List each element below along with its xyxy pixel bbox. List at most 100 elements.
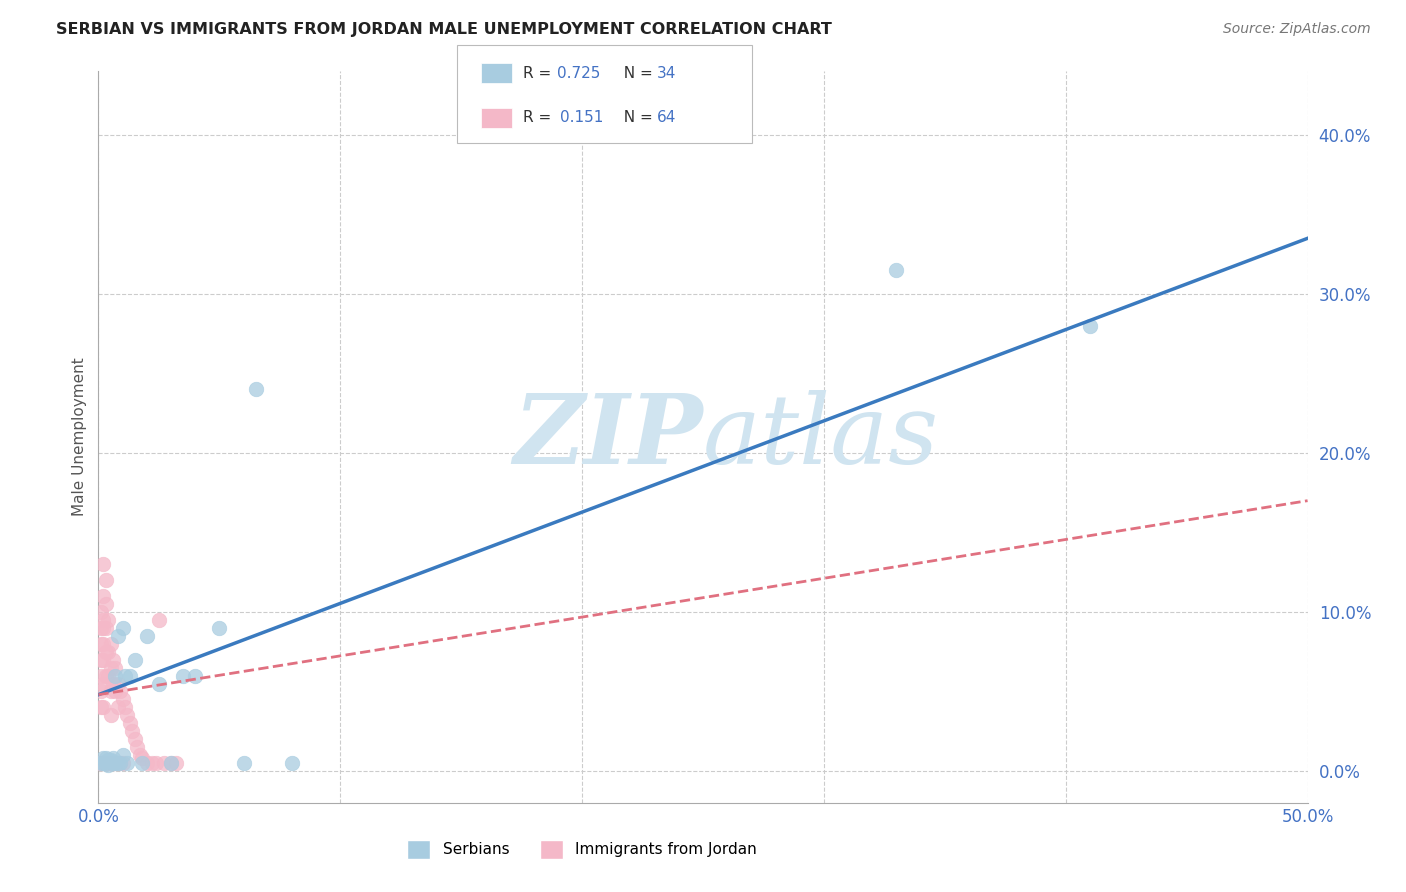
Point [101, 676, 124, 690]
Point [117, 708, 139, 723]
Point [104, 756, 127, 770]
Point [91, 676, 114, 690]
Point [165, 756, 187, 770]
Point [281, 756, 304, 770]
Point [107, 756, 129, 770]
Point [111, 621, 134, 635]
Point [91, 589, 114, 603]
Point [100, 684, 122, 698]
Point [107, 676, 129, 690]
Point [118, 716, 141, 731]
Point [104, 684, 127, 698]
Point [90, 653, 112, 667]
Point [94, 597, 117, 611]
Point [91, 653, 114, 667]
Point [108, 684, 131, 698]
Point [160, 756, 183, 770]
Point [94, 756, 117, 770]
Point [97, 756, 120, 770]
Point [90, 756, 112, 770]
Point [94, 751, 117, 765]
Point [94, 668, 117, 682]
Point [97, 613, 120, 627]
Text: R =: R = [523, 66, 557, 80]
Text: ZIP: ZIP [513, 390, 703, 484]
Point [121, 724, 143, 739]
Point [232, 756, 254, 770]
Point [108, 756, 131, 770]
Y-axis label: Male Unemployment: Male Unemployment [72, 358, 87, 516]
Point [148, 676, 170, 690]
Point [172, 668, 194, 682]
Point [101, 751, 124, 765]
Point [107, 629, 129, 643]
Point [135, 756, 157, 770]
Point [1078, 318, 1101, 333]
Point [91, 756, 114, 770]
Point [97, 645, 120, 659]
Point [94, 756, 117, 770]
Point [124, 653, 146, 667]
Text: 0.151: 0.151 [560, 111, 603, 125]
Text: N =: N = [614, 66, 658, 80]
Text: R =: R = [523, 111, 561, 125]
Text: SERBIAN VS IMMIGRANTS FROM JORDAN MALE UNEMPLOYMENT CORRELATION CHART: SERBIAN VS IMMIGRANTS FROM JORDAN MALE U… [56, 22, 832, 37]
Point [97, 757, 120, 772]
Point [114, 700, 136, 714]
Point [97, 756, 120, 770]
Point [886, 263, 908, 277]
Text: 0.725: 0.725 [557, 66, 600, 80]
Point [91, 751, 114, 765]
Point [111, 756, 134, 770]
Text: N =: N = [614, 111, 658, 125]
Point [100, 637, 122, 651]
Point [101, 756, 124, 770]
Point [131, 751, 153, 765]
Point [100, 660, 122, 674]
Point [94, 645, 117, 659]
Point [111, 748, 134, 763]
Point [89, 756, 111, 770]
Point [107, 700, 129, 714]
Point [97, 753, 120, 767]
Point [100, 755, 122, 769]
Point [108, 756, 131, 770]
Point [184, 668, 207, 682]
Point [245, 383, 267, 397]
Point [90, 637, 112, 651]
Point [128, 748, 150, 763]
Point [90, 605, 112, 619]
Point [208, 621, 231, 635]
Point [104, 660, 127, 674]
Point [127, 740, 149, 755]
Text: 34: 34 [657, 66, 676, 80]
Point [91, 756, 114, 770]
Point [114, 668, 136, 682]
Point [90, 756, 112, 770]
Point [152, 756, 174, 770]
Point [90, 621, 112, 635]
Point [91, 613, 114, 627]
Point [135, 629, 157, 643]
Legend: Serbians, Immigrants from Jordan: Serbians, Immigrants from Jordan [401, 834, 763, 864]
Text: atlas: atlas [703, 390, 939, 484]
Text: Source: ZipAtlas.com: Source: ZipAtlas.com [1223, 22, 1371, 37]
Point [124, 732, 146, 747]
Point [101, 653, 124, 667]
Point [117, 756, 139, 770]
Point [100, 753, 122, 767]
Point [107, 756, 129, 770]
Point [101, 756, 124, 770]
Point [91, 621, 114, 635]
Point [131, 756, 153, 770]
Point [141, 756, 163, 770]
Point [104, 668, 127, 682]
Point [100, 708, 122, 723]
Point [90, 668, 112, 682]
Point [118, 668, 141, 682]
Point [94, 621, 117, 635]
Point [91, 700, 114, 714]
Text: 64: 64 [657, 111, 676, 125]
Point [100, 756, 122, 770]
Point [91, 558, 114, 572]
